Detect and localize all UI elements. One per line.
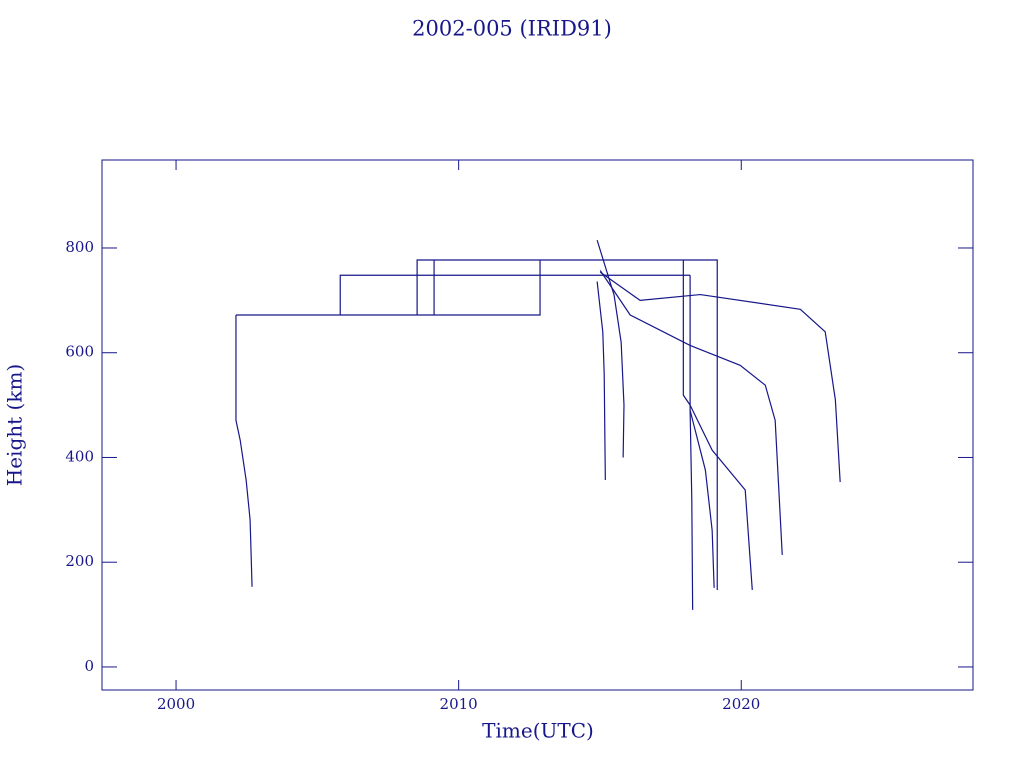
trace-line xyxy=(682,260,691,406)
y-tick-label: 400 xyxy=(65,447,94,465)
trace-line xyxy=(339,274,691,316)
trace-line xyxy=(599,271,841,483)
trace-line xyxy=(599,270,783,555)
trace-line xyxy=(689,410,715,588)
trace-line xyxy=(689,275,694,610)
y-axis-label: Height (km) xyxy=(3,364,27,486)
trace-line xyxy=(596,239,625,458)
x-axis-label: Time(UTC) xyxy=(482,719,594,743)
trace-line xyxy=(416,259,718,590)
trace-line xyxy=(235,260,541,316)
x-tick-label: 2010 xyxy=(440,695,478,713)
y-tick-label: 200 xyxy=(65,552,94,570)
y-tick-label: 600 xyxy=(65,343,94,361)
x-tick-label: 2020 xyxy=(722,695,760,713)
y-tick-label: 0 xyxy=(84,657,94,675)
plot-frame xyxy=(101,159,974,691)
trace-line xyxy=(596,281,606,480)
trace-line xyxy=(689,404,753,591)
y-tick-label: 800 xyxy=(65,238,94,256)
chart-title: 2002-005 (IRID91) xyxy=(412,17,612,41)
x-tick-label: 2000 xyxy=(157,695,195,713)
trace-line xyxy=(235,315,253,587)
